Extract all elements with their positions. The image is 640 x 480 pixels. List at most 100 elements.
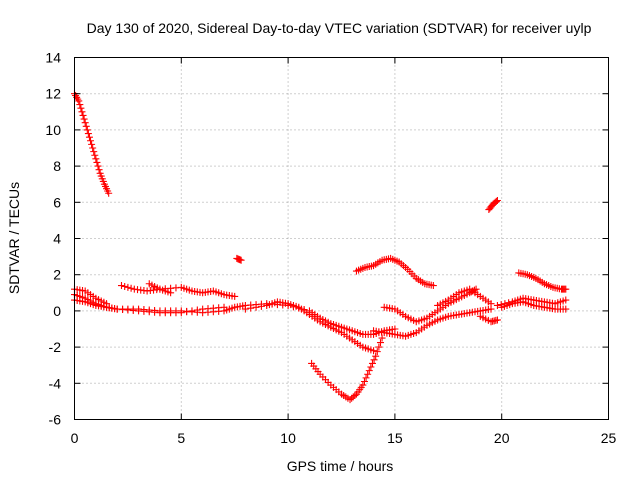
data-point: [562, 296, 570, 304]
series-arc-3: [71, 296, 228, 317]
x-tick-label: 25: [601, 430, 617, 446]
data-point: [121, 282, 129, 290]
data-point: [95, 166, 103, 174]
series-arc-10: [352, 254, 437, 290]
y-tick-label: -4: [49, 375, 62, 391]
data-point: [241, 305, 249, 313]
data-point: [370, 356, 378, 364]
data-point: [220, 303, 228, 311]
y-axis-label: SDTVAR / TECUs: [6, 182, 22, 294]
data-point: [375, 343, 383, 351]
y-tick-label: -2: [49, 339, 62, 355]
x-tick-label: 20: [494, 430, 510, 446]
data-point: [80, 115, 88, 123]
data-point: [231, 292, 239, 300]
x-tick-label: 5: [177, 430, 185, 446]
y-tick-label: -6: [49, 412, 62, 428]
x-tick-label: 0: [71, 430, 79, 446]
data-point: [81, 119, 89, 127]
series-arc-5: [117, 282, 239, 300]
data-point: [247, 304, 255, 312]
data-point: [429, 282, 437, 290]
data-point: [562, 305, 570, 313]
series-arc-7: [233, 254, 245, 264]
data-point: [188, 307, 196, 315]
chart-title: Day 130 of 2020, Sidereal Day-to-day VTE…: [87, 20, 592, 36]
series-arc-6: [145, 280, 175, 297]
data-point: [492, 197, 500, 205]
data-point: [362, 374, 370, 382]
y-tick-label: 8: [53, 158, 61, 174]
data-point: [103, 300, 111, 308]
data-point: [87, 137, 95, 145]
data-point: [351, 392, 359, 400]
y-tick-labels: -6 -4 -2 0 2 4 6 8 10 12 14: [45, 50, 61, 428]
data-point: [373, 348, 381, 356]
data-point: [487, 300, 495, 308]
data-point: [124, 283, 132, 291]
y-tick-label: 6: [53, 194, 61, 210]
series-arc-12: [370, 305, 495, 340]
data-point: [370, 347, 378, 355]
data-point: [378, 334, 386, 342]
series-arc-4: [71, 285, 111, 308]
data-point: [75, 97, 83, 105]
series-arc-9: [308, 334, 386, 404]
data-point: [94, 162, 102, 170]
x-axis-label: GPS time / hours: [287, 458, 394, 474]
data-point: [77, 104, 85, 112]
y-tick-label: 4: [53, 231, 61, 247]
data-point: [93, 158, 101, 166]
data-point: [84, 130, 92, 138]
data-point: [493, 301, 501, 309]
x-tick-label: 10: [280, 430, 296, 446]
y-tick-label: 0: [53, 303, 61, 319]
data-point: [117, 282, 125, 290]
series-arc-13: [434, 285, 495, 309]
data-point: [127, 284, 135, 292]
data-point: [89, 144, 97, 152]
data-point: [376, 339, 384, 347]
data-point: [88, 140, 96, 148]
data-point: [252, 303, 260, 311]
data-point: [365, 367, 373, 375]
axis-ticks: [74, 57, 609, 420]
data-point: [83, 126, 91, 134]
data-point: [92, 155, 100, 163]
data-point: [493, 316, 501, 324]
data-point: [177, 309, 185, 317]
data-point: [193, 306, 201, 314]
data-point: [562, 285, 570, 293]
data-point: [472, 285, 480, 293]
data-point: [360, 377, 368, 385]
series-arc-15: [485, 196, 501, 214]
series-arc-8: [241, 298, 378, 355]
data-point: [183, 308, 191, 316]
series-arc-14: [476, 312, 501, 326]
data-point: [364, 370, 372, 378]
y-tick-label: 10: [45, 122, 61, 138]
data-point: [105, 189, 113, 197]
series-arc-18: [515, 269, 570, 293]
series-arc-17: [498, 298, 570, 313]
data-point: [91, 151, 99, 159]
data-point: [79, 111, 87, 119]
y-tick-label: 2: [53, 267, 61, 283]
data-point: [257, 302, 265, 310]
data-marks: [71, 90, 570, 404]
data-point: [368, 359, 376, 367]
data-point: [493, 196, 501, 204]
y-tick-label: 14: [45, 50, 61, 66]
grid: [74, 57, 609, 420]
data-point: [76, 101, 84, 109]
data-point: [167, 289, 175, 297]
data-point: [372, 352, 380, 360]
series-arc-1: [71, 90, 113, 197]
x-tick-labels: 0 5 10 15 20 25: [71, 430, 617, 446]
data-point: [82, 122, 90, 130]
y-tick-label: 12: [45, 86, 61, 102]
data-point: [85, 133, 93, 141]
data-point: [78, 108, 86, 116]
data-point: [90, 148, 98, 156]
